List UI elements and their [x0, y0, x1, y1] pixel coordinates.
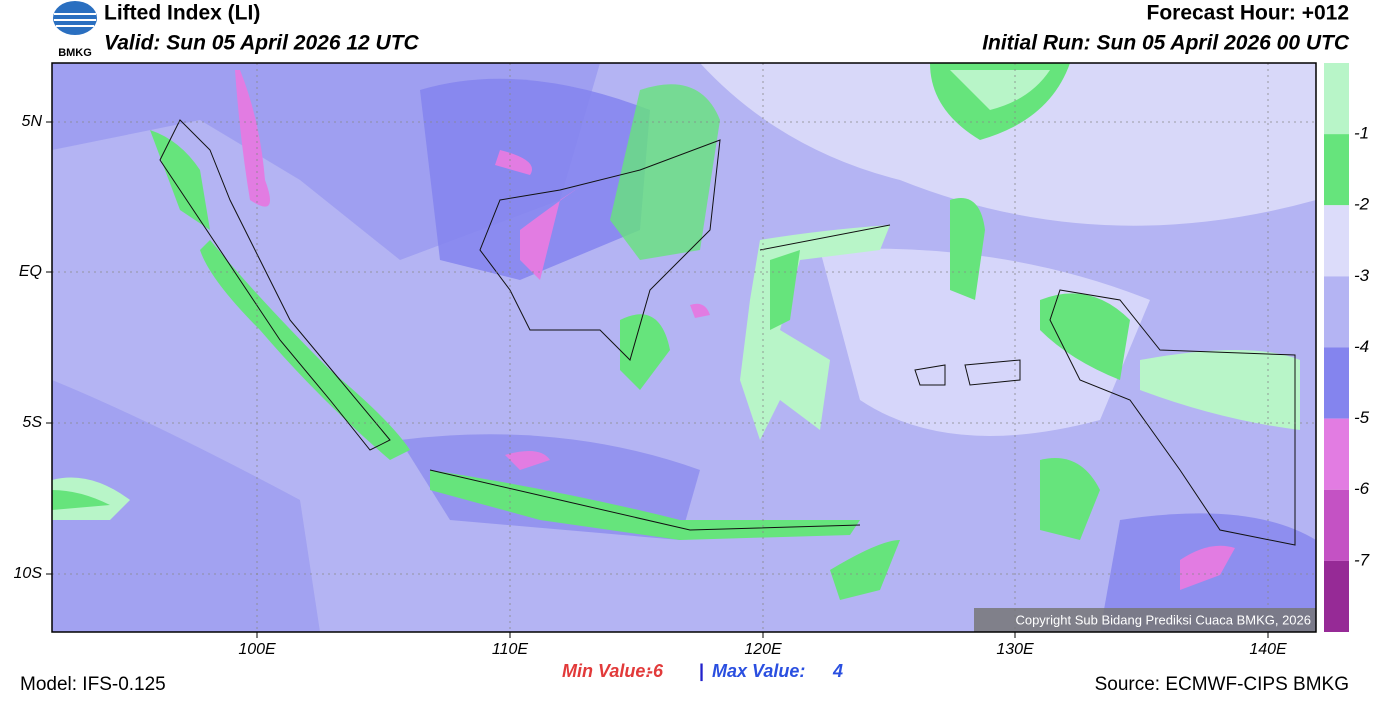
colorbar-label: -6	[1354, 479, 1370, 498]
logo-text: BMKG	[58, 47, 92, 59]
max-label: Max Value:	[712, 661, 805, 681]
colorbar-segment	[1324, 276, 1349, 348]
colorbar-label: -3	[1354, 266, 1370, 285]
forecast-hour: Forecast Hour: +012	[1147, 2, 1350, 25]
colorbar-label: -4	[1354, 337, 1369, 356]
lat-label: EQ	[19, 263, 42, 280]
initial-run: Initial Run: Sun 05 April 2026 00 UTC	[982, 32, 1350, 55]
valid-time: Valid: Sun 05 April 2026 12 UTC	[104, 32, 420, 55]
min-label: Min Value:	[562, 661, 651, 681]
colorbar-label: -1	[1354, 124, 1369, 143]
colorbar-segment	[1324, 489, 1349, 561]
colorbar-segment	[1324, 560, 1349, 632]
logo: BMKG	[53, 1, 97, 59]
map-frame	[51, 62, 1317, 633]
lon-label: 140E	[1249, 641, 1287, 658]
colorbar-segment	[1324, 418, 1349, 490]
lat-label: 5N	[22, 113, 43, 130]
lon-label: 120E	[744, 641, 782, 658]
title: Lifted Index (LI)	[104, 2, 260, 25]
source: Source: ECMWF-CIPS BMKG	[1095, 674, 1349, 695]
colorbar-segment	[1324, 205, 1349, 277]
lon-label: 100E	[238, 641, 276, 658]
colorbar-label: -5	[1354, 408, 1370, 427]
model: Model: IFS-0.125	[20, 674, 166, 695]
lat-label: 5S	[22, 414, 42, 431]
colorbar-label: -7	[1354, 550, 1370, 569]
lon-label: 110E	[492, 641, 529, 658]
separator: |	[699, 661, 704, 681]
min-value: -6	[647, 661, 664, 681]
lat-label: 10S	[14, 565, 43, 582]
colorbar-segment	[1324, 134, 1349, 206]
lon-label: 130E	[996, 641, 1034, 658]
max-value: 4	[832, 661, 843, 681]
colorbar-segment	[1324, 347, 1349, 419]
colorbar-segment	[1324, 63, 1349, 135]
copyright: Copyright Sub Bidang Prediksi Cuaca BMKG…	[1015, 612, 1311, 627]
map-field	[52, 63, 1316, 632]
colorbar-label: -2	[1354, 195, 1370, 214]
